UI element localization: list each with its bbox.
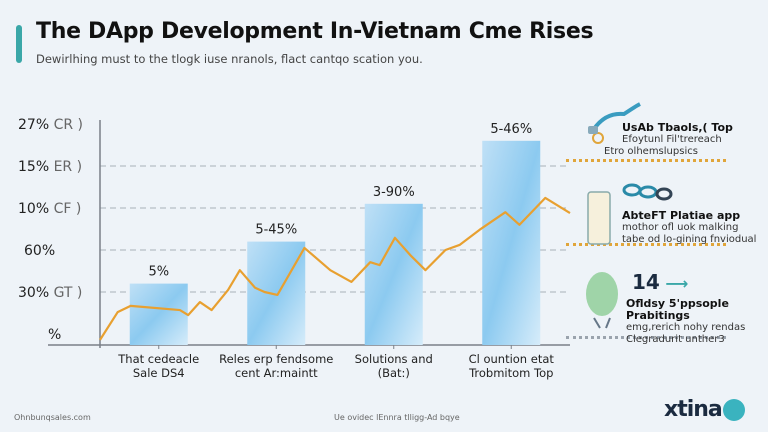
y-tick-label: %: [48, 327, 61, 343]
bar: [364, 203, 423, 345]
bar-data-label: 5%: [148, 265, 169, 280]
divider: [566, 336, 726, 339]
logo-circle-icon: [722, 399, 745, 421]
side-item-text: Etro olhemslupsics: [604, 146, 698, 157]
category-line: Sale DS4: [132, 366, 185, 380]
title-accent-bar: [16, 25, 22, 63]
y-tick-label: 10% CF ): [18, 201, 81, 217]
y-tick-label: 15% ER ): [18, 159, 82, 175]
divider: [566, 243, 726, 246]
stat-badge: 14 ⟶: [632, 270, 689, 294]
page-subtitle: Dewirlhing must to the tlogk iuse nranol…: [36, 52, 423, 66]
bar: [482, 140, 541, 345]
side-item-text: Efoytunl Fil'trereach: [622, 134, 722, 145]
footer-source: Ohnbunqsales.com: [14, 413, 91, 422]
category-line: Trobmitom Top: [469, 366, 554, 380]
y-tick-label: 60%: [24, 243, 55, 259]
side-item-3: Ofldsy 5'ppsople Prabitings emg,rerich n…: [626, 298, 768, 346]
bar-data-label: 3-90%: [373, 185, 415, 200]
x-category-label: That cedeacle Sale DS4: [94, 352, 224, 380]
people-bubble-icon: [586, 272, 618, 329]
category-line: cent Ar:maintt: [234, 366, 318, 380]
side-item-text: emg,rerich nohy rendas: [626, 322, 746, 333]
category-line: Cl ountion etat: [468, 352, 554, 366]
y-tick-label: 30% GT ): [18, 285, 82, 301]
side-item-2: AbteFT Platiae app mothor ofl uok malkin…: [622, 210, 756, 246]
side-item-title: Ofldsy 5'ppsople Prabitings: [626, 297, 729, 322]
y-tick-label: 27% CR ): [18, 117, 83, 133]
usb-cable-icon: [588, 102, 641, 144]
x-category-label: Solutions and (Bat:): [329, 352, 459, 380]
phone-app-icon: [587, 183, 673, 245]
trend-line: [99, 196, 571, 341]
side-item-text: Clegradurit unther3: [626, 334, 725, 345]
side-item-text: tabe od lo-gining fnviodual: [622, 234, 757, 245]
category-line: (Bat:): [377, 366, 410, 380]
x-category-label: Reles erp fendsome cent Ar:maintt: [211, 352, 341, 380]
category-line: Solutions and: [354, 352, 433, 366]
brand-logo: xtina: [664, 397, 745, 422]
bar-data-label: 5-46%: [490, 122, 532, 137]
side-item-title: UsAb Tbaols,( Top: [622, 121, 733, 134]
page-title: The DApp Development In-Vietnam Cme Rise…: [36, 19, 594, 44]
footer-note: Ue ovidec lEnnra tlligg-Ad bqye: [334, 413, 460, 422]
x-category-label: Cl ountion etat Trobmitom Top: [446, 352, 576, 380]
side-item-text: mothor ofl uok malking: [622, 222, 739, 233]
bar: [129, 283, 188, 345]
category-line: That cedeacle: [118, 352, 200, 366]
side-item-title: AbteFT Platiae app: [622, 209, 741, 222]
category-line: Reles erp fendsome: [219, 352, 334, 366]
bar-data-label: 5-45%: [255, 223, 297, 238]
side-item-1: UsAb Tbaols,( Top Efoytunl Fil'trereach …: [604, 121, 733, 158]
bar: [247, 241, 306, 345]
divider: [566, 159, 726, 162]
